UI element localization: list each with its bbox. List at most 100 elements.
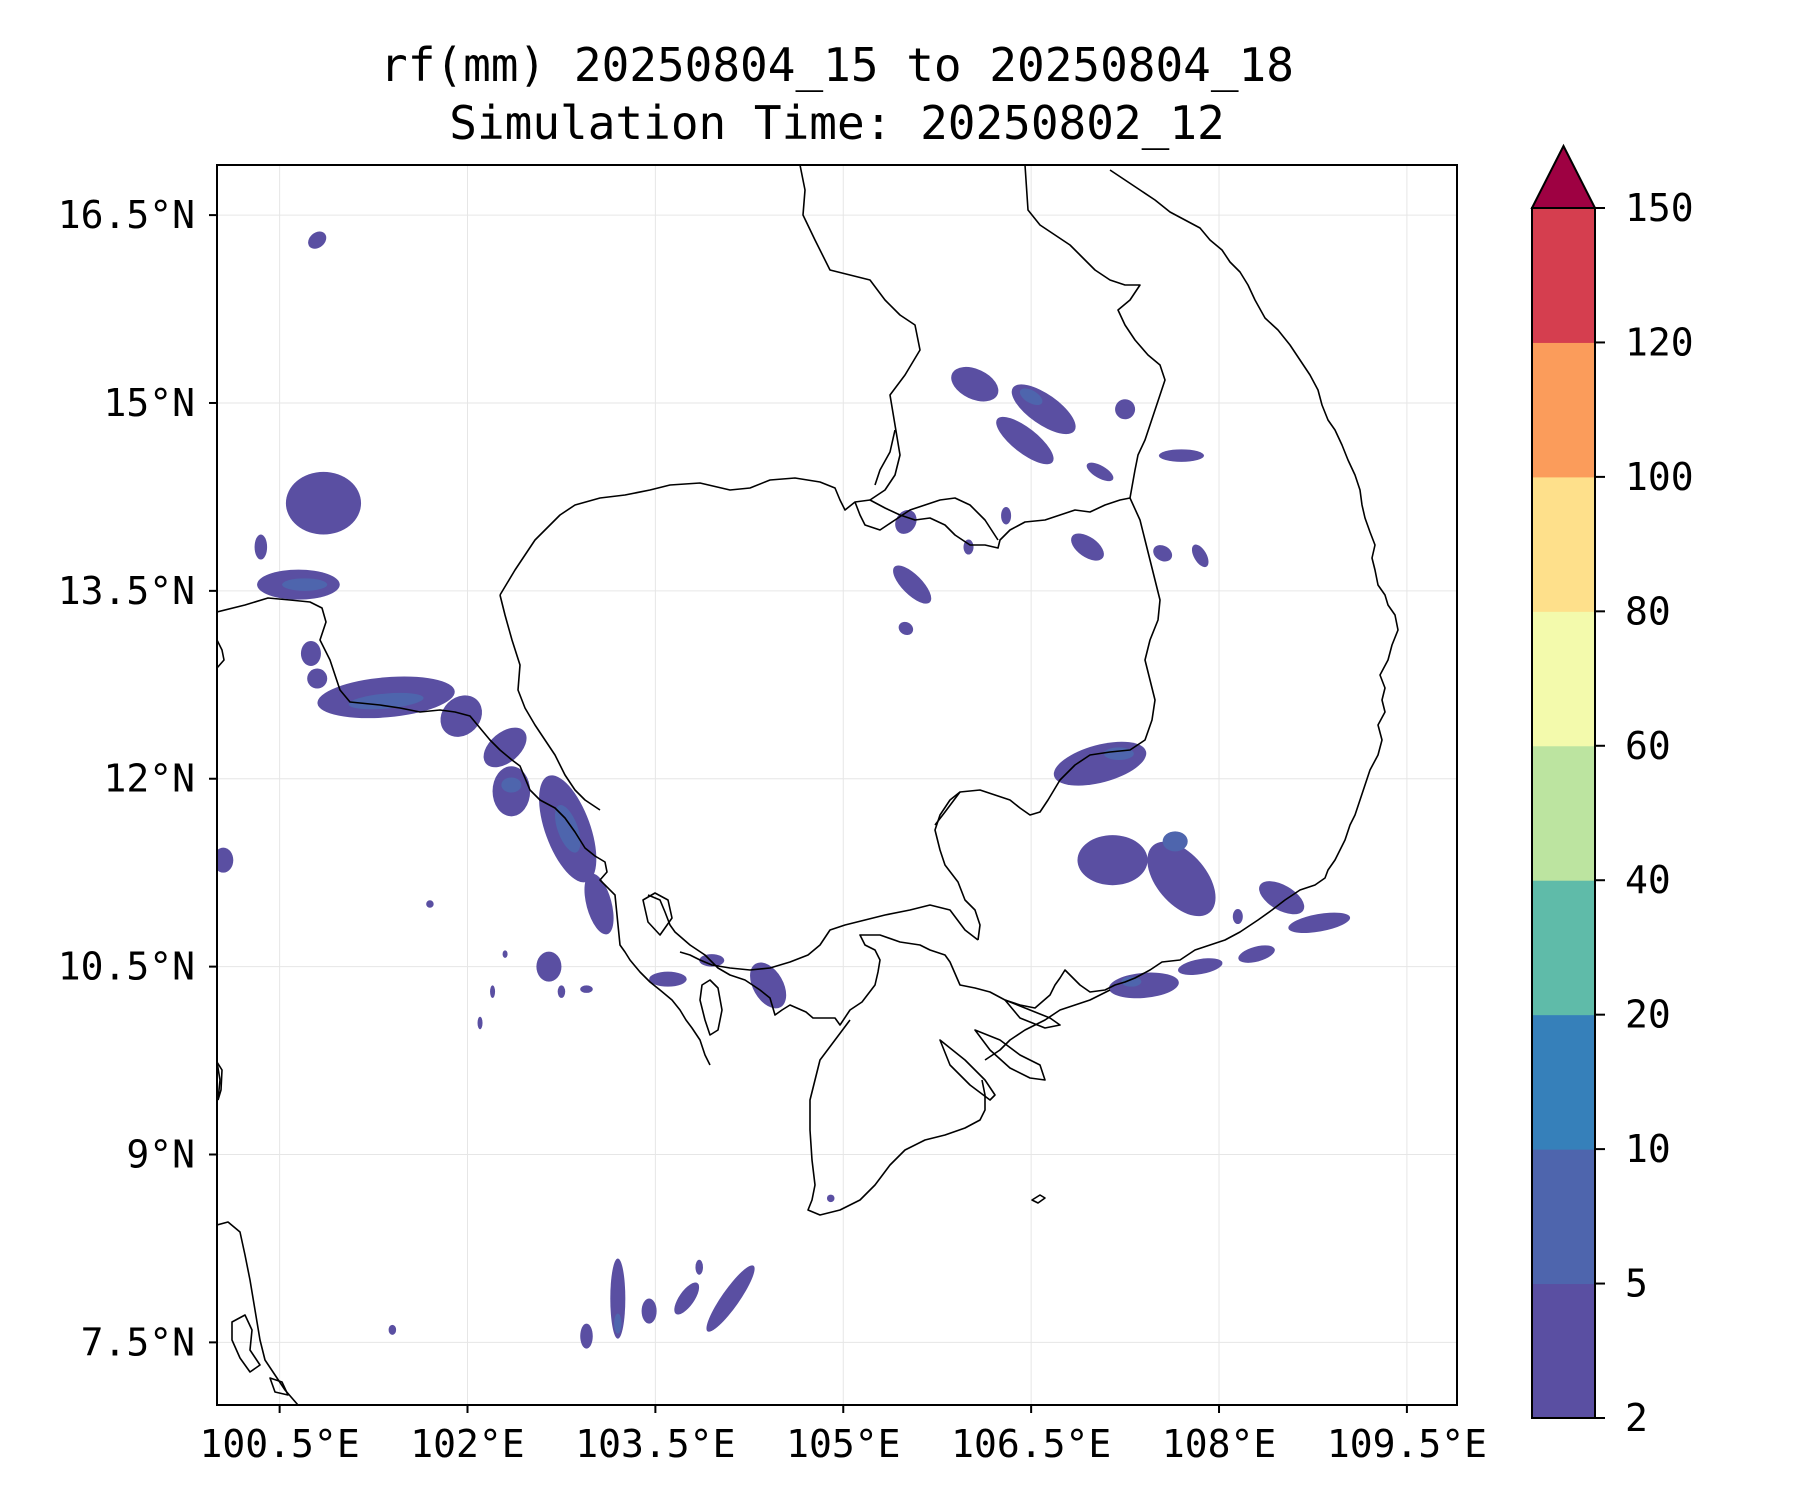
lon-tick-label: 105°E [786,1422,900,1466]
border-cambodia-north [499,477,1131,596]
coastline-mekong-delta [984,989,1111,1061]
rain-area-5 [300,640,321,667]
rain-area-17 [557,985,566,998]
rain-area-48 [898,621,914,636]
rain-area-30 [614,1313,622,1334]
rain-area-46 [895,510,917,534]
border-laos-vietnam [1024,165,1166,499]
rain-area-61 [1108,972,1179,999]
rain-area-22 [477,1016,483,1030]
colorbar-label: 40 [1625,858,1671,902]
border-cambodia-south [679,904,979,971]
colorbar-label: 60 [1625,724,1671,768]
coastline-mainland [217,597,711,1066]
rain-area-41 [1115,399,1136,420]
lat-tick-label: 7.5°N [81,1320,195,1364]
coastline-southeast [647,169,1399,1026]
rain-area-31 [641,1298,657,1324]
colorbar-extend-arrow [1530,143,1597,209]
rain-area-14 [554,805,581,853]
rain-area-10 [483,727,527,768]
rain-area-18 [580,985,593,993]
colorbar-segment-5 [1532,611,1595,747]
rain-area-19 [426,900,434,908]
colorbar-label: 20 [1625,993,1671,1037]
border-cambodia-east [934,497,1161,941]
lat-tick-label: 12°N [103,757,195,801]
colorbar-segment-0 [1532,1283,1595,1419]
border-laos-thailand [799,165,921,501]
rain-area-26 [750,962,787,1009]
coastline-gulf-of-thailand-west [217,1221,299,1405]
coastline-camau [807,1019,986,1216]
colorbar-label: 80 [1625,589,1671,633]
rain-area-43 [1071,533,1104,561]
colorbar-segment-2 [1532,1014,1595,1150]
colorbar: 2 5 10 20 40 60 80 100 120 150 [1530,143,1694,1440]
colorbar-segment-6 [1532,476,1595,612]
lat-tick-label: 9°N [126,1132,195,1176]
rain-area-23 [217,847,234,873]
rain-area-12 [501,777,522,793]
rain-area-38 [1019,388,1043,406]
title-line-2: Simulation Time: 20250802_12 [449,96,1225,150]
rain-area-2 [254,534,268,560]
rain-area-45 [1191,544,1209,568]
rain-area-8 [348,692,424,710]
rain-area-34 [706,1265,755,1332]
island-delta-2 [939,1039,996,1101]
coastline-peninsula-edge [217,1061,223,1101]
rain-area-0 [308,231,327,249]
map-frame [216,164,1458,1406]
rain-area-33 [695,1259,703,1275]
colorbar-segment-4 [1532,745,1595,881]
axis-ticks: 100.5°E 102°E 103.5°E 105°E 106.5°E 108°E 109.… [58,193,1487,1466]
colorbar-label: 2 [1625,1396,1648,1440]
rain-area-25 [699,954,725,967]
lat-tick-label: 16.5°N [58,193,195,237]
border-thailand-cambodia-east [874,429,896,486]
title-line-1: rf(mm) 20250804_15 to 20250804_18 [380,38,1294,92]
rain-area-28 [580,1323,593,1349]
rain-area-40 [1086,462,1114,482]
colorbar-label: 5 [1625,1262,1648,1306]
gridlines [217,165,1457,1405]
colorbar-segment-8 [1532,208,1595,343]
lon-tick-label: 102°E [410,1422,524,1466]
lon-tick-label: 108°E [1162,1422,1276,1466]
island-thailand-gulf [231,1314,261,1373]
colorbar-label: 100 [1625,455,1694,499]
colorbar-frame [1531,207,1596,1419]
island-delta-3 [1004,999,1061,1029]
rain-area-51 [1053,741,1147,786]
axes [216,164,1458,1406]
island-con-dao [1031,1194,1046,1204]
rain-area-57 [1288,912,1351,933]
rain-area-15 [584,873,614,935]
rain-area-54 [1147,841,1216,917]
rain-area-53 [1077,835,1148,886]
rain-area-50 [1001,506,1012,525]
island-phuket-area [269,1377,289,1396]
rain-area-44 [1153,545,1173,562]
lat-tick-label: 10.5°N [58,945,195,989]
rain-area-59 [1238,945,1275,963]
rain-area-16 [536,951,562,982]
island-koh-kong [642,892,673,936]
colorbar-segment-1 [1532,1149,1595,1285]
colorbar-label: 120 [1625,320,1694,364]
rain-area-56 [1259,881,1305,915]
rain-area-32 [674,1282,700,1315]
island-delta-1 [974,1029,1046,1081]
lat-tick-label: 15°N [103,381,195,425]
coastline-peninsula-edge-2 [217,639,225,669]
rain-area-1 [285,471,362,535]
rain-area-9 [440,695,482,737]
lon-tick-label: 100.5°E [200,1422,360,1466]
rain-area-39 [996,416,1054,465]
island-phu-quoc [699,979,723,1036]
rain-area-27 [388,1324,397,1335]
rain-area-58 [1232,909,1243,925]
rain-area-21 [490,985,496,998]
lon-tick-label: 109.5°E [1327,1422,1487,1466]
